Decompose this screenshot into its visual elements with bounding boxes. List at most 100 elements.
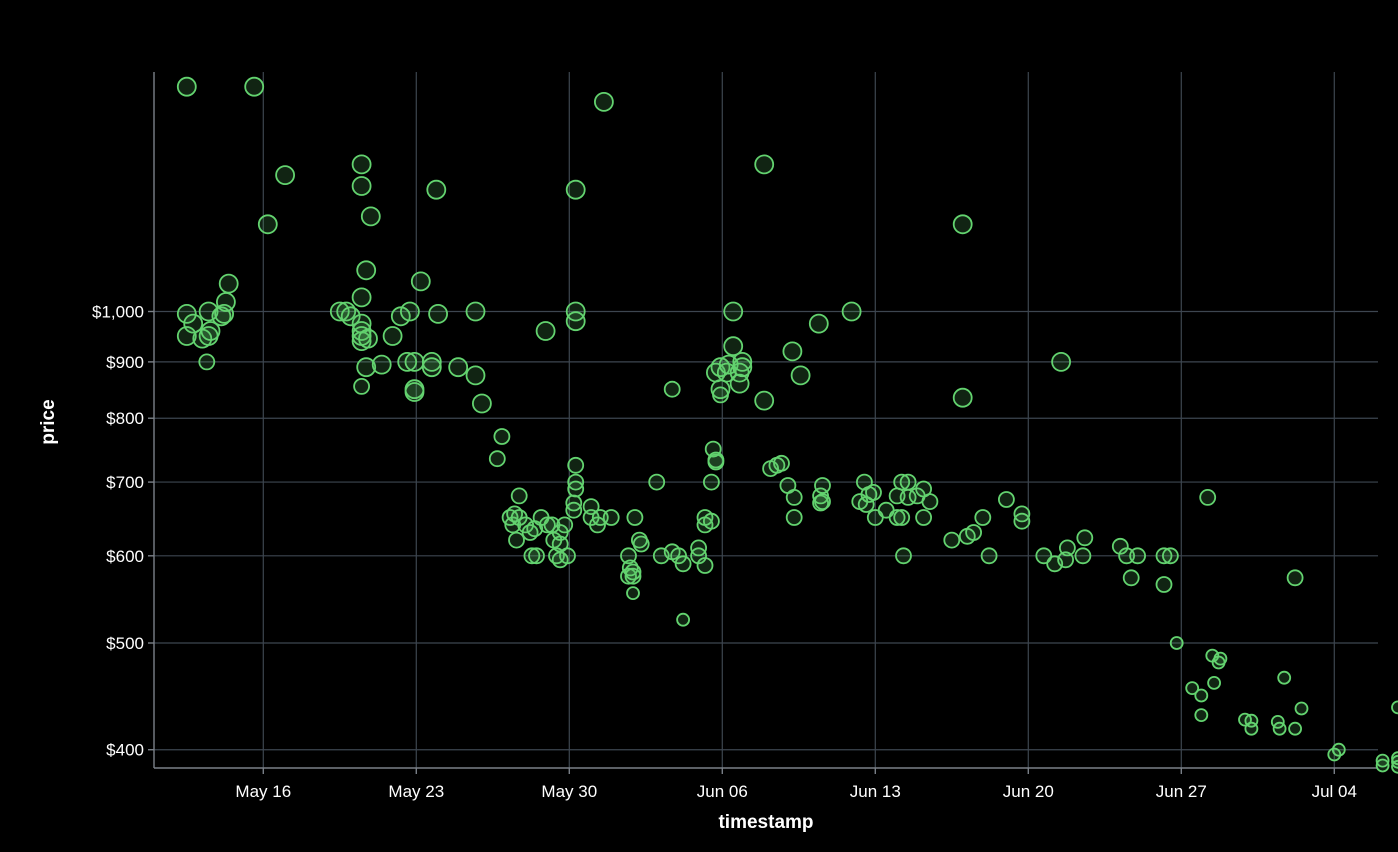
data-point bbox=[1277, 670, 1292, 685]
data-point bbox=[1272, 721, 1287, 736]
data-point bbox=[1194, 688, 1209, 703]
data-point bbox=[707, 451, 725, 469]
data-point bbox=[448, 357, 469, 378]
data-point bbox=[754, 154, 775, 175]
data-point bbox=[895, 547, 912, 565]
data-point bbox=[732, 357, 753, 378]
data-point bbox=[176, 326, 197, 346]
data-point bbox=[712, 386, 729, 404]
data-point bbox=[257, 214, 278, 235]
data-point bbox=[351, 176, 372, 196]
data-point bbox=[1074, 547, 1092, 565]
data-point bbox=[567, 473, 585, 491]
data-point bbox=[915, 509, 932, 526]
data-point bbox=[200, 321, 221, 341]
data-point bbox=[1294, 701, 1309, 716]
x-tick-label: May 30 bbox=[541, 782, 597, 801]
data-point bbox=[626, 586, 640, 600]
x-tick-label: Jun 20 bbox=[1003, 782, 1054, 801]
data-point bbox=[360, 206, 381, 227]
data-point bbox=[244, 76, 265, 97]
data-point bbox=[602, 509, 620, 526]
data-point bbox=[1051, 351, 1071, 372]
data-point bbox=[390, 306, 411, 327]
data-point bbox=[1207, 676, 1221, 690]
data-point bbox=[329, 301, 350, 322]
data-point bbox=[371, 354, 392, 375]
data-point bbox=[399, 301, 420, 322]
x-tick-label: Jun 06 bbox=[697, 782, 748, 801]
data-point bbox=[729, 373, 750, 394]
data-point bbox=[465, 301, 486, 322]
x-axis-tick-labels: May 16 May 23 May 30 Jun 06 Jun 13 Jun 20 Jun … bbox=[235, 782, 1357, 801]
data-point bbox=[1076, 529, 1094, 547]
data-point bbox=[351, 154, 372, 175]
data-point bbox=[1199, 488, 1217, 506]
data-point bbox=[1331, 742, 1346, 757]
data-point bbox=[1155, 576, 1173, 593]
y-tick-label: $400 bbox=[106, 741, 144, 760]
data-point bbox=[1122, 569, 1140, 587]
data-point bbox=[965, 524, 982, 541]
data-point bbox=[773, 454, 790, 472]
data-point bbox=[703, 512, 720, 530]
data-point bbox=[1013, 512, 1031, 530]
data-point bbox=[594, 92, 614, 112]
data-point bbox=[559, 547, 576, 565]
grid-lines bbox=[154, 72, 1378, 768]
data-point bbox=[620, 547, 637, 565]
x-tick-label: Jun 13 bbox=[850, 782, 901, 801]
data-point bbox=[674, 555, 692, 573]
data-point bbox=[893, 509, 911, 526]
data-point bbox=[663, 380, 681, 398]
data-point bbox=[888, 509, 906, 526]
axes bbox=[148, 72, 1378, 774]
data-point bbox=[567, 456, 585, 474]
x-tick-label: May 16 bbox=[235, 782, 291, 801]
data-point bbox=[556, 516, 574, 534]
data-point bbox=[421, 357, 442, 378]
data-point bbox=[1129, 547, 1146, 565]
data-point bbox=[1288, 721, 1302, 736]
data-point bbox=[676, 612, 690, 627]
data-point bbox=[980, 547, 998, 565]
data-point bbox=[703, 473, 720, 491]
data-point bbox=[857, 496, 875, 513]
data-point bbox=[218, 273, 239, 294]
data-point bbox=[356, 260, 377, 281]
data-point bbox=[397, 351, 418, 372]
data-point bbox=[814, 493, 831, 511]
y-tick-label: $900 bbox=[106, 353, 144, 372]
data-point bbox=[1391, 700, 1398, 715]
data-point bbox=[814, 477, 831, 494]
data-point bbox=[356, 357, 377, 378]
data-point bbox=[1244, 721, 1259, 736]
data-point bbox=[670, 547, 687, 565]
data-point bbox=[410, 271, 431, 292]
data-point bbox=[404, 351, 425, 372]
data-point bbox=[1169, 636, 1184, 650]
data-point bbox=[785, 509, 803, 526]
data-point bbox=[732, 351, 753, 372]
data-point bbox=[565, 179, 586, 200]
data-point bbox=[1375, 758, 1390, 773]
data-point bbox=[1162, 547, 1179, 565]
data-point bbox=[1111, 537, 1129, 555]
data-point bbox=[465, 365, 486, 386]
data-point bbox=[351, 321, 372, 341]
data-point bbox=[808, 313, 829, 334]
data-point bbox=[176, 76, 197, 97]
y-tick-label: $600 bbox=[106, 547, 144, 566]
data-points bbox=[176, 76, 1398, 774]
data-point bbox=[690, 539, 707, 557]
data-point bbox=[215, 292, 236, 312]
y-tick-label: $700 bbox=[106, 473, 144, 492]
data-point bbox=[998, 491, 1015, 508]
data-point bbox=[426, 179, 447, 200]
data-point bbox=[340, 306, 361, 327]
data-point bbox=[723, 301, 744, 322]
data-point bbox=[865, 483, 882, 501]
data-point bbox=[785, 488, 803, 506]
data-point bbox=[351, 287, 372, 308]
